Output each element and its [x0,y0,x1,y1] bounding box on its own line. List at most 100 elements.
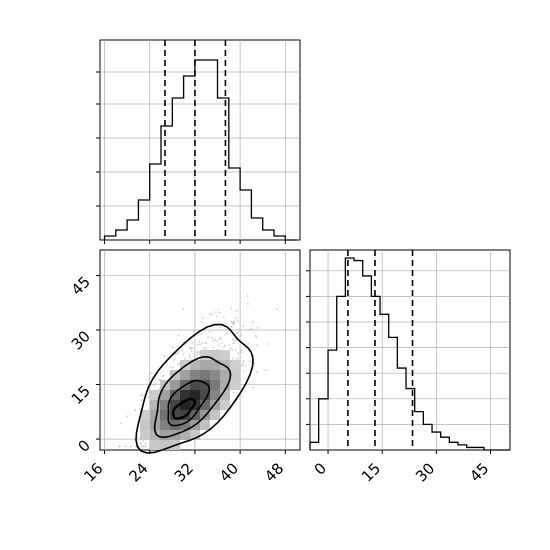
density-cell [160,420,170,430]
scatter-point [232,342,235,345]
density-cell [200,370,210,380]
scatter-point [264,369,267,371]
scatter-point [237,352,240,354]
scatter-point [141,445,143,448]
density-cell [170,410,180,420]
scatter-point [212,346,215,349]
scatter-point [140,443,143,446]
scatter-point [171,366,174,369]
top-left-grid [100,40,300,240]
density-cell [200,350,210,360]
x-tick-label: 45 [466,459,492,485]
bottom-right-histogram [309,257,510,451]
scatter-point [247,343,249,345]
scatter-point [248,329,251,331]
density-cell [150,390,160,400]
scatter-point [255,371,258,374]
bottom-right-ticks: 0 15 30 45 [306,270,493,486]
density-cell [170,400,180,410]
density-cell [160,430,170,440]
scatter-point [217,308,220,311]
density-cell [140,430,150,440]
density-cell [200,380,210,390]
scatter-point [237,331,240,334]
scatter-point [189,354,192,356]
scatter-point [218,344,221,347]
density-cell [160,390,170,400]
scatter-point [133,438,136,441]
scatter-point [224,333,227,336]
x-tick-label: 32 [171,459,197,485]
scatter-point [210,313,213,316]
scatter-point [176,352,179,355]
scatter-point [163,354,166,357]
scatter-point [192,330,195,332]
scatter-point [152,384,155,386]
scatter-point [199,343,201,346]
scatter-point [242,325,244,328]
density-cell [220,400,230,410]
scatter-point [252,386,255,389]
bottom-left-2d-panel: 16 24 32 40 48 0 15 30 45 [68,249,301,486]
density-cell [180,370,190,380]
x-tick-label: 48 [261,459,287,485]
density-cell [210,370,220,380]
density-cell [150,400,160,410]
scatter-point [120,422,122,424]
x-tick-label: 30 [412,459,438,485]
scatter-point [144,443,147,445]
scatter-point [205,342,208,344]
scatter-point [135,445,137,448]
scatter-point [240,351,243,354]
scatter-point [256,344,258,346]
scatter-point [148,392,151,395]
scatter-point [234,339,237,341]
scatter-point [173,358,176,360]
scatter-point [193,355,196,357]
scatter-point [196,354,199,356]
scatter-point [215,315,218,318]
density-cell [220,390,230,400]
scatter-point [139,441,142,444]
scatter-point [228,343,231,346]
scatter-point [232,337,234,340]
contour-line [171,397,197,420]
density-cell [210,390,220,400]
density-cell [200,360,210,370]
contour-line [153,355,232,439]
density-cell [150,430,160,440]
scatter-point [229,347,232,350]
scatter-point [182,308,185,310]
scatter-point [241,364,244,367]
contour-line [167,379,211,427]
scatter-point [129,445,132,448]
scatter-point [103,430,106,433]
density-cell [230,370,240,380]
density-cell [220,350,230,360]
scatter-point [218,311,221,314]
density-cell [180,400,190,410]
x-tick-label: 15 [358,459,384,485]
scatter-point [144,445,147,448]
scatter-point [224,344,226,347]
density-cell [160,440,170,450]
scatter-point [276,308,278,311]
top-left-histogram-panel [96,39,301,244]
scatter-point [212,339,215,342]
density-cell [150,440,160,450]
scatter-point [190,350,193,352]
density-cell [190,370,200,380]
y-tick-label: 45 [68,273,94,299]
scatter-point [240,349,242,352]
density-cell [170,390,180,400]
scatter-point [196,343,199,346]
scatter-point [220,342,223,344]
scatter-point [192,347,194,350]
scatter-point [233,323,235,326]
density-cell [160,410,170,420]
density-cell [200,390,210,400]
scatter-point [230,307,233,310]
scatter-point [233,339,235,342]
scatter-point [236,320,239,322]
scatter-point [126,415,128,418]
